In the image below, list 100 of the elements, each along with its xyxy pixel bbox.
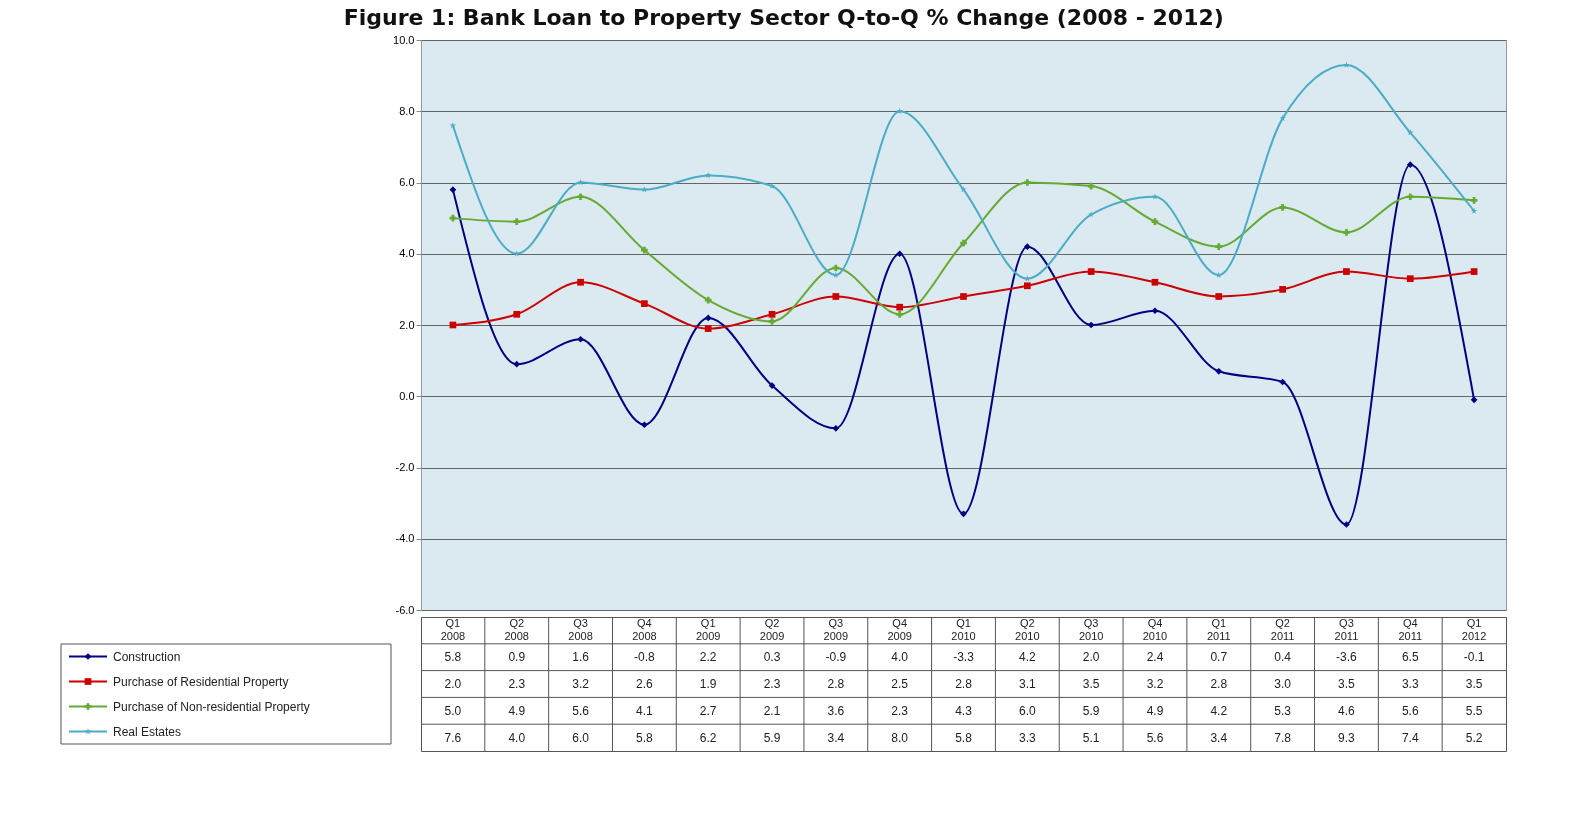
- data-label: 0.3: [763, 650, 781, 665]
- data-label: 5.3: [1274, 703, 1292, 718]
- point: [577, 193, 584, 201]
- data-label: 5.6: [1401, 703, 1419, 718]
- point: [960, 239, 967, 247]
- point: [705, 172, 712, 179]
- data-label: 5.2: [1465, 730, 1483, 745]
- data-label: 0.4: [1274, 650, 1292, 665]
- data-label: 5.6: [572, 703, 590, 718]
- data-label: 3.1: [1018, 677, 1036, 691]
- data-label: 4.0: [891, 650, 909, 665]
- point: [1406, 193, 1414, 201]
- data-label: -0.1: [1463, 650, 1485, 665]
- data-label: 1.6: [572, 650, 590, 665]
- point: [1470, 196, 1478, 204]
- data-label: 0.7: [1210, 650, 1228, 665]
- point: [704, 314, 712, 322]
- point: [1215, 271, 1222, 278]
- point: [577, 335, 584, 343]
- point: [1023, 243, 1031, 250]
- x-tick-label: Q3 2011: [1334, 617, 1359, 643]
- x-tick-label: Q1 2009: [695, 617, 721, 643]
- data-label: 3.3: [1018, 730, 1036, 745]
- data-label: 3.0: [1274, 677, 1292, 691]
- data-label: 3.2: [1146, 677, 1164, 691]
- data-label: 3.2: [572, 677, 590, 691]
- data-label: -0.9: [825, 650, 847, 665]
- data-label: 2.2: [699, 650, 717, 665]
- legend-label: Purchase of Non-residential Property: [113, 699, 310, 714]
- x-tick-label: Q1 2011: [1206, 617, 1231, 643]
- y-tick-label: 0.0: [399, 389, 415, 402]
- data-label: 3.4: [1210, 730, 1228, 745]
- data-label: 2.0: [1082, 650, 1100, 665]
- point: [1023, 282, 1031, 290]
- point: [768, 310, 776, 318]
- x-tick-label: Q1 2008: [440, 617, 466, 643]
- data-label: 2.8: [955, 677, 973, 691]
- point: [896, 250, 904, 258]
- point: [1215, 293, 1223, 300]
- x-tick-label: Q3 2008: [568, 617, 593, 643]
- x-tick-label: Q4 2008: [632, 617, 657, 643]
- point: [1343, 521, 1350, 528]
- x-tick-label: Q2 2008: [504, 617, 529, 643]
- data-label: 5.5: [1465, 703, 1483, 718]
- data-label: 3.4: [827, 730, 845, 745]
- point: [513, 218, 521, 226]
- point: [449, 122, 457, 129]
- point: [704, 296, 712, 304]
- data-label: 1.9: [699, 677, 717, 691]
- data-label: 2.8: [827, 677, 845, 691]
- point: [1215, 243, 1223, 250]
- point: [704, 325, 712, 332]
- data-label: 2.8: [1210, 677, 1228, 691]
- point: [832, 424, 840, 432]
- data-label: 3.3: [1401, 677, 1419, 691]
- data-label: 2.3: [508, 677, 526, 691]
- point: [449, 186, 457, 193]
- point: [960, 510, 967, 518]
- data-label: 5.9: [763, 730, 781, 745]
- data-label: -3.3: [953, 650, 975, 665]
- point: [1406, 161, 1414, 169]
- y-tick-label: -4.0: [395, 532, 415, 545]
- data-label: 3.5: [1082, 677, 1100, 691]
- point: [960, 293, 967, 300]
- data-label: 6.0: [1018, 703, 1036, 718]
- x-tick-label: Q2 2011: [1270, 617, 1295, 643]
- data-label: 7.4: [1401, 730, 1419, 745]
- point: [577, 278, 584, 286]
- point: [1279, 115, 1286, 122]
- point: [1151, 278, 1159, 286]
- data-label: 2.6: [636, 677, 654, 691]
- point: [1215, 367, 1223, 375]
- data-label: 5.8: [955, 730, 973, 745]
- x-tick-label: Q2 2009: [759, 617, 785, 643]
- point: [641, 300, 648, 307]
- data-label: 4.1: [636, 703, 654, 718]
- data-label: -0.8: [634, 650, 656, 665]
- point: [1087, 268, 1095, 275]
- data-label: 4.3: [955, 703, 973, 718]
- data-label: 4.6: [1338, 703, 1356, 718]
- data-label: 3.5: [1338, 677, 1356, 691]
- data-label: 5.1: [1082, 730, 1100, 745]
- data-label: 4.2: [1210, 703, 1228, 718]
- point: [768, 318, 776, 325]
- data-label: 5.8: [444, 650, 462, 665]
- data-label: 3.5: [1465, 677, 1483, 691]
- x-tick-label: Q3 2010: [1078, 617, 1104, 643]
- x-tick-label: Q1 2010: [951, 617, 976, 643]
- point: [896, 107, 903, 114]
- point: [1151, 307, 1159, 315]
- y-tick-label: 8.0: [399, 104, 415, 117]
- point: [641, 246, 648, 254]
- data-label: 6.5: [1401, 650, 1419, 665]
- x-tick-label: Q1 2012: [1461, 617, 1487, 643]
- x-tick-label: Q2 2010: [1015, 617, 1040, 643]
- y-tick-label: -6.0: [395, 603, 415, 616]
- x-tick-label: Q4 2009: [887, 617, 912, 643]
- point: [1343, 61, 1350, 68]
- data-label: -3.6: [1336, 650, 1358, 665]
- point: [1087, 211, 1095, 218]
